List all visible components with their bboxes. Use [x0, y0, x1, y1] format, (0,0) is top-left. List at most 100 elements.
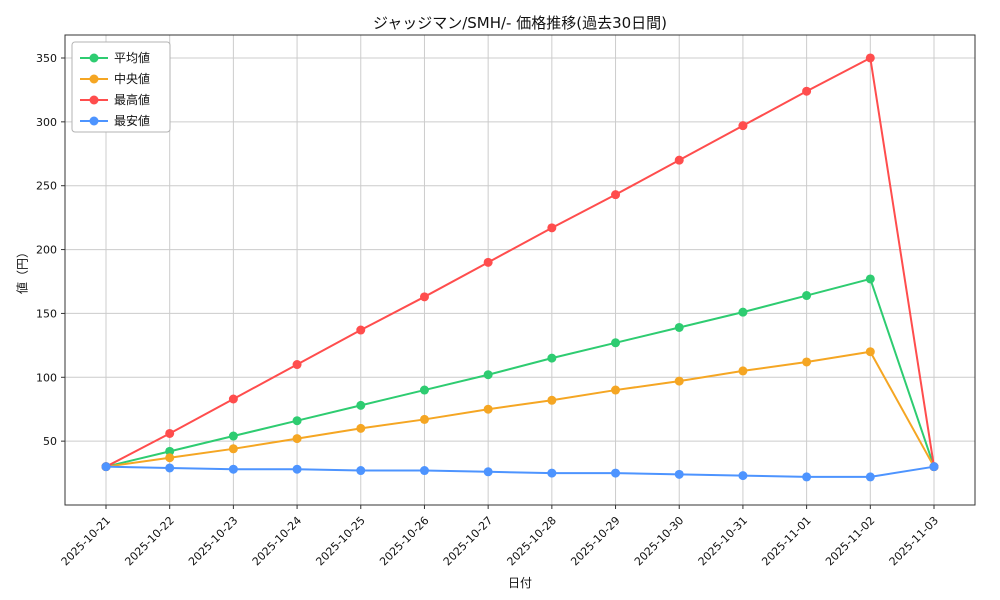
axis-ticks — [61, 57, 935, 509]
x-tick-label: 2025-11-02 — [823, 514, 877, 568]
data-point-marker — [356, 423, 366, 433]
series-line — [105, 277, 935, 468]
data-point-marker — [802, 357, 812, 367]
series-3-最安値 — [101, 462, 939, 482]
data-point-marker — [611, 468, 621, 478]
data-point-marker — [674, 469, 684, 479]
data-point-marker — [228, 394, 238, 404]
y-axis-label: 値（円） — [15, 245, 30, 295]
legend-box — [71, 41, 171, 133]
data-point-marker — [547, 223, 557, 233]
data-point-marker — [292, 464, 302, 474]
legend-item-最高値: 最高値 — [80, 92, 150, 107]
data-point-marker — [228, 444, 238, 454]
data-point-marker — [292, 434, 302, 444]
data-point-marker — [865, 53, 875, 63]
x-tick-label: 2025-10-21 — [59, 514, 113, 568]
data-point-marker — [356, 400, 366, 410]
data-point-marker — [228, 431, 238, 441]
data-point-marker — [865, 347, 875, 357]
data-point-marker — [228, 464, 238, 474]
data-point-marker — [483, 404, 493, 414]
data-point-marker — [483, 257, 493, 267]
x-tick-label: 2025-10-29 — [568, 514, 622, 568]
legend-item-中央値: 中央値 — [80, 71, 150, 86]
data-point-marker — [929, 462, 939, 472]
x-tick-label: 2025-10-28 — [505, 514, 559, 568]
data-point-marker — [611, 385, 621, 395]
data-point-marker — [738, 366, 748, 376]
y-tick-label: 350 — [36, 52, 57, 65]
data-point-marker — [101, 462, 111, 472]
data-point-marker — [165, 453, 175, 463]
x-axis-label: 日付 — [507, 576, 532, 590]
x-tick-label: 2025-11-03 — [887, 514, 941, 568]
data-point-marker — [738, 307, 748, 317]
legend-marker — [89, 116, 99, 126]
x-tick-label: 2025-11-01 — [759, 514, 813, 568]
series-2-最高値 — [101, 53, 939, 472]
y-tick-label: 300 — [36, 116, 57, 129]
data-point-marker — [547, 353, 557, 363]
data-point-marker — [611, 338, 621, 348]
data-point-marker — [611, 190, 621, 200]
data-point-marker — [165, 446, 175, 456]
data-point-marker — [802, 291, 812, 301]
chart-title: ジャッジマン/SMH/- 価格推移(過去30日間) — [372, 14, 668, 32]
data-point-marker — [419, 292, 429, 302]
series-0-平均値 — [101, 274, 939, 472]
data-point-marker — [738, 471, 748, 481]
y-tick-label: 150 — [36, 307, 57, 320]
data-point-marker — [483, 467, 493, 477]
data-point-marker — [674, 155, 684, 165]
x-tick-label: 2025-10-30 — [632, 514, 686, 568]
data-point-marker — [292, 416, 302, 426]
legend-label: 中央値 — [114, 71, 150, 86]
y-tick-label: 50 — [43, 435, 57, 448]
series-line — [105, 350, 935, 468]
legend-marker — [89, 95, 99, 105]
data-point-marker — [419, 466, 429, 476]
y-tick-label: 200 — [36, 244, 57, 257]
data-point-marker — [356, 325, 366, 335]
grid-lines — [65, 35, 975, 505]
data-point-marker — [419, 414, 429, 424]
legend-item-平均値: 平均値 — [80, 50, 150, 65]
data-point-marker — [483, 370, 493, 380]
data-point-marker — [674, 376, 684, 386]
data-point-marker — [547, 395, 557, 405]
data-point-marker — [419, 385, 429, 395]
data-point-marker — [865, 472, 875, 482]
data-point-marker — [292, 360, 302, 370]
x-tick-label: 2025-10-23 — [186, 514, 240, 568]
series-line — [105, 465, 935, 478]
legend-marker — [89, 74, 99, 84]
legend-label: 平均値 — [114, 50, 150, 65]
legend-item-最安値: 最安値 — [80, 113, 150, 128]
x-tick-label: 2025-10-31 — [696, 514, 750, 568]
data-point-marker — [865, 274, 875, 284]
y-tick-label: 250 — [36, 180, 57, 193]
x-tick-label: 2025-10-25 — [313, 514, 367, 568]
legend-label: 最安値 — [114, 113, 150, 128]
x-tick-label: 2025-10-26 — [377, 514, 431, 568]
plot-frame — [64, 34, 976, 506]
x-tick-label: 2025-10-24 — [250, 514, 304, 568]
series-line — [105, 56, 935, 468]
data-point-marker — [547, 468, 557, 478]
x-tick-label: 2025-10-22 — [122, 514, 176, 568]
y-tick-label: 100 — [36, 371, 57, 384]
data-point-marker — [165, 463, 175, 473]
data-point-marker — [802, 472, 812, 482]
legend-label: 最高値 — [114, 92, 150, 107]
data-point-marker — [738, 121, 748, 131]
y-tick-labels: 50 100 150 200 250 300 350 — [36, 52, 57, 448]
data-point-marker — [356, 466, 366, 476]
x-tick-labels: 2025-10-21 2025-10-22 2025-10-23 2025-10-24… — [59, 514, 941, 568]
data-point-marker — [674, 322, 684, 332]
data-point-marker — [802, 86, 812, 96]
legend-marker — [89, 53, 99, 63]
